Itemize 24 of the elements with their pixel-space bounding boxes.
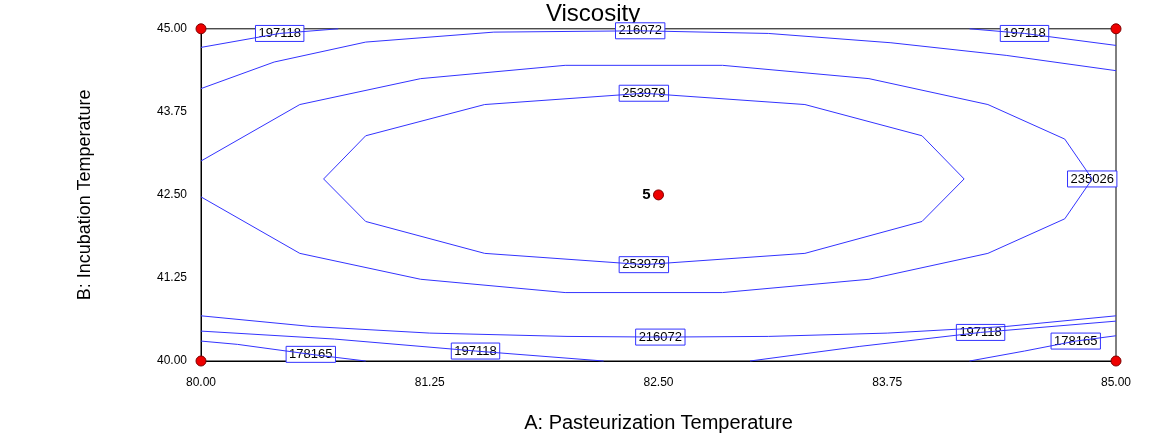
y-axis-title: B: Incubation Temperature [73, 89, 94, 301]
x-tick-label: 81.25 [414, 374, 446, 389]
x-tick-label: 82.50 [643, 374, 674, 389]
point [1110, 355, 1122, 367]
point [1110, 23, 1122, 35]
y-tick-label: 43.75 [156, 104, 188, 119]
y-tick-label: 41.25 [156, 270, 188, 285]
y-tick-label: 45.00 [156, 21, 188, 36]
series-label: 178165 [1054, 332, 1098, 348]
x-tick-label: 83.75 [872, 374, 903, 389]
y-tick-label: 40.00 [156, 353, 188, 368]
x-tick-label: 80.00 [185, 374, 217, 389]
text: 197118 [1003, 25, 1046, 41]
point [653, 189, 664, 201]
x-tick-label: 85.00 [1100, 374, 1132, 389]
point [195, 23, 207, 35]
point [195, 355, 207, 367]
text: 216072 [618, 22, 662, 38]
y-tick-label: 42.50 [156, 187, 188, 202]
x-axis-title: A: Pasteurization Temperature [524, 410, 793, 433]
series-label: 197118 [258, 25, 301, 41]
series-label: 235026 [1070, 170, 1114, 186]
series-label: 216072 [638, 328, 683, 344]
annotation: 5 [642, 185, 651, 203]
